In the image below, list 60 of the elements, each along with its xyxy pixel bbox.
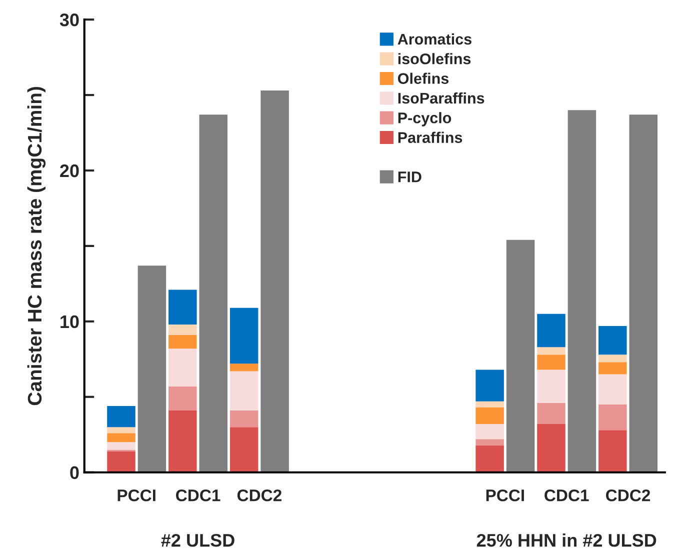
x-tick-label: PCCI	[486, 489, 524, 502]
bar	[537, 347, 566, 355]
legend-label: Aromatics	[398, 33, 472, 45]
bar	[506, 240, 535, 472]
y-tick-label: 20	[60, 164, 79, 178]
bar	[537, 370, 566, 403]
bar	[598, 362, 627, 374]
legend-label: Paraffins	[398, 132, 462, 143]
bar	[476, 424, 504, 440]
bar	[476, 439, 504, 446]
bar	[537, 402, 566, 424]
bar	[230, 371, 258, 410]
text: 25% HHN in #2 ULSD	[476, 533, 656, 547]
bar	[476, 401, 504, 408]
y-tick-label: 10	[60, 315, 79, 328]
bar	[537, 354, 566, 370]
legend-label: IsoParaffins	[398, 92, 484, 104]
bar	[168, 324, 197, 336]
bar	[598, 374, 627, 404]
bar	[168, 386, 197, 410]
bar	[230, 364, 258, 372]
bar	[107, 451, 136, 472]
bar	[476, 407, 504, 424]
bar	[476, 370, 504, 402]
bar	[107, 433, 136, 442]
legend-label: FID	[398, 172, 422, 182]
x-tick-label: CDC1	[544, 489, 589, 502]
bar	[199, 114, 228, 472]
x-tick-label: CDC2	[237, 489, 282, 502]
bar	[537, 314, 566, 348]
bar	[230, 308, 258, 364]
legend-label: Olefins	[398, 72, 449, 84]
y-tick-label: 0	[70, 466, 79, 480]
bar	[629, 114, 658, 472]
bar	[107, 406, 136, 428]
bar	[230, 427, 258, 472]
bar	[168, 335, 197, 349]
bar	[230, 410, 258, 428]
y-axis-title: Canister HC mass rate (mgC1/min)	[27, 87, 46, 406]
bar	[138, 266, 166, 472]
x-tick-label: CDC1	[176, 489, 220, 502]
x-tick-label: PCCI	[118, 489, 156, 502]
bar	[598, 404, 627, 430]
bar	[598, 430, 627, 472]
bar	[598, 326, 627, 355]
bar	[537, 424, 566, 472]
bar	[168, 290, 197, 324]
bar	[168, 410, 197, 472]
bar	[260, 90, 289, 472]
y-tick-label: 30	[60, 14, 79, 26]
bar	[168, 348, 197, 386]
bar	[568, 110, 596, 472]
legend-label: P-cyclo	[398, 112, 452, 126]
bar	[107, 427, 136, 434]
text: #2 ULSD	[161, 534, 234, 547]
bar	[476, 445, 504, 472]
bar	[598, 354, 627, 362]
bar	[107, 442, 136, 450]
x-tick-label: CDC2	[606, 489, 650, 502]
legend-label: isoOlefins	[398, 53, 471, 64]
